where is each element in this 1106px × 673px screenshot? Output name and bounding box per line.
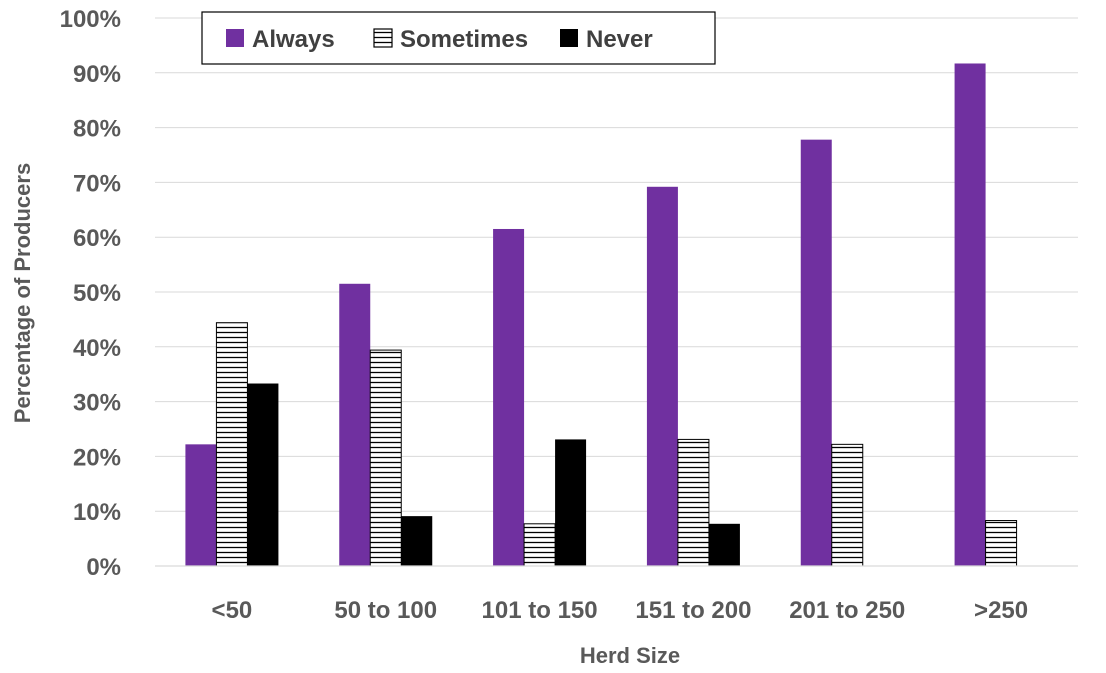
y-tick-label: 30% [73, 390, 121, 417]
bar-never [401, 516, 433, 566]
x-category-label: 151 to 200 [635, 597, 751, 624]
x-category-label: >250 [974, 597, 1028, 624]
y-tick-label: 20% [73, 444, 121, 471]
y-tick-label: 80% [73, 116, 121, 143]
bar-never [555, 439, 587, 566]
bar-always [493, 228, 525, 567]
y-tick-label: 90% [73, 61, 121, 88]
legend-box [201, 11, 716, 65]
legend-label-always: Always [252, 26, 335, 53]
bar-sometimes [369, 349, 402, 567]
bar-sometimes [677, 438, 710, 567]
bar-never [247, 383, 279, 566]
y-tick-label: 70% [73, 170, 121, 197]
y-tick-label: 0% [86, 554, 121, 581]
legend-swatch-sometimes [373, 28, 393, 48]
x-category-label: 201 to 250 [789, 597, 905, 624]
legend: Always Sometimes Never [201, 11, 716, 65]
x-category-labels: <50 50 to 100 101 to 150 151 to 200 201 to 2… [212, 597, 1029, 624]
bar-sometimes [985, 520, 1018, 567]
x-category-label: <50 [212, 597, 253, 624]
bar-always [800, 139, 832, 566]
legend-label-never: Never [586, 26, 653, 53]
legend-label-sometimes: Sometimes [400, 26, 528, 53]
bars [185, 63, 1018, 567]
y-tick-label: 60% [73, 225, 121, 252]
legend-swatch-never [560, 29, 578, 47]
y-tick-label: 40% [73, 335, 121, 362]
bar-always [339, 283, 371, 566]
y-axis-title: Percentage of Producers [10, 163, 35, 423]
bar-always [954, 63, 986, 566]
bar-sometimes [523, 523, 556, 567]
x-category-label: 101 to 150 [482, 597, 598, 624]
y-tick-label: 100% [60, 6, 121, 33]
legend-swatch-always [226, 29, 244, 47]
x-category-label: 50 to 100 [334, 597, 437, 624]
gridlines [155, 17, 1078, 512]
bar-sometimes [831, 443, 864, 567]
y-tick-label: 50% [73, 280, 121, 307]
bar-always [185, 444, 217, 566]
y-tick-label: 10% [73, 499, 121, 526]
bar-sometimes [215, 322, 248, 567]
x-axis-title: Herd Size [580, 643, 680, 668]
bar-never [708, 523, 740, 566]
bar-always [646, 186, 678, 566]
y-tick-labels: 0% 10% 20% 30% 40% 50% 60% 70% 80% 90% 100% [60, 6, 121, 581]
